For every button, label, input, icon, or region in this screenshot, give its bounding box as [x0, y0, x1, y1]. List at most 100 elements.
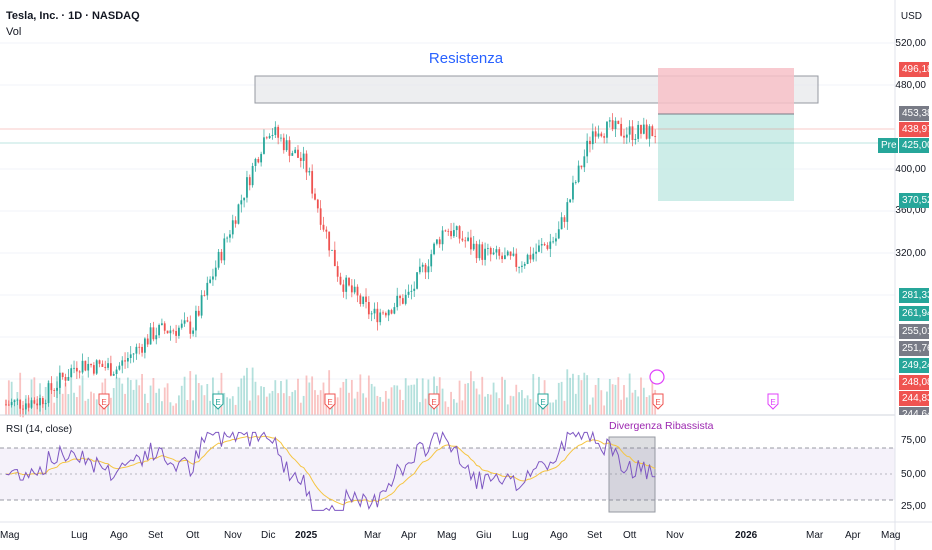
candle — [523, 261, 526, 269]
volume-bar — [529, 399, 532, 415]
volume-bar — [506, 404, 509, 415]
volume-bar — [288, 396, 291, 415]
candle — [203, 290, 206, 297]
candle — [5, 399, 7, 406]
volume-bar — [608, 378, 611, 415]
volume-bar — [515, 384, 518, 415]
candle — [376, 302, 379, 331]
volume-bar — [73, 392, 75, 415]
candle — [348, 277, 350, 287]
time-label-0: Mag — [0, 530, 20, 541]
volume-bar — [197, 383, 200, 415]
volume-bar — [606, 391, 608, 415]
lightning-icon — [649, 369, 665, 385]
volume-bar — [314, 390, 316, 415]
candle — [223, 233, 226, 265]
price-badge-244-83: 244,83 — [899, 391, 932, 406]
price-badge-stop: 496,18 — [899, 62, 932, 77]
volume-bar — [61, 393, 64, 415]
candle — [314, 188, 316, 201]
rsi-line — [5, 430, 656, 512]
candle — [591, 123, 594, 150]
candle — [107, 357, 109, 371]
candle — [416, 272, 418, 290]
candle — [214, 260, 217, 281]
volume-bar — [90, 391, 92, 415]
volume-bar — [297, 378, 299, 415]
candle — [41, 396, 44, 408]
candle — [640, 124, 642, 139]
candle — [475, 240, 478, 264]
candle — [580, 165, 583, 170]
volume-bar — [75, 397, 78, 415]
volume-bar — [158, 388, 160, 415]
volume-bar — [589, 404, 591, 415]
rsi-ma-line — [5, 435, 656, 506]
price-badge-last: 438,97 — [899, 122, 932, 137]
candle — [557, 221, 560, 240]
candle — [16, 398, 19, 406]
candle — [67, 368, 70, 381]
volume-bar — [362, 393, 365, 415]
candle — [498, 247, 501, 260]
volume-bar — [552, 402, 555, 415]
stop-zone[interactable] — [658, 68, 794, 114]
volume-bar — [370, 383, 373, 415]
candle — [645, 119, 648, 140]
volume-bar — [257, 395, 260, 415]
grid-lines — [0, 42, 895, 380]
volume-bar — [396, 385, 399, 415]
volume-bar — [246, 367, 248, 415]
target-zone[interactable] — [658, 114, 794, 201]
volume-bar — [532, 374, 535, 415]
candle — [64, 373, 67, 387]
candle — [7, 400, 10, 406]
candle — [586, 133, 589, 164]
candle — [56, 381, 58, 398]
volume-bar — [234, 404, 237, 415]
volume-bar — [175, 403, 177, 415]
candle — [81, 353, 84, 375]
volume-bar — [566, 369, 569, 415]
volume-bar — [418, 402, 421, 415]
candle — [617, 120, 620, 125]
candle — [118, 362, 121, 371]
price-tick-320: 320,00 — [895, 248, 926, 259]
candle — [322, 216, 325, 232]
candle — [186, 316, 189, 323]
volume-bar — [348, 392, 350, 415]
candle — [180, 319, 183, 330]
volume-bar — [305, 375, 308, 415]
candle — [555, 232, 557, 246]
time-label-5: Nov — [224, 530, 242, 541]
candle — [648, 124, 651, 147]
candle — [265, 136, 268, 140]
candle — [620, 117, 623, 137]
candle — [623, 129, 625, 144]
volume-bar — [138, 385, 141, 415]
candle — [189, 315, 192, 339]
volume-bar — [328, 370, 331, 415]
candle — [274, 121, 277, 138]
volume-bar — [299, 402, 302, 415]
candle — [566, 197, 569, 230]
candle — [606, 121, 608, 144]
volume-bar — [617, 377, 620, 415]
volume-bar — [229, 398, 231, 415]
candle — [444, 229, 447, 232]
volume-bar — [291, 391, 294, 415]
time-label-14: Set — [587, 530, 603, 541]
candle — [240, 194, 243, 213]
volume-bar — [141, 373, 143, 415]
volume-bar — [30, 379, 33, 415]
candle — [271, 128, 274, 140]
volume-bar — [481, 376, 484, 415]
candle — [506, 250, 509, 257]
volume-bar — [523, 398, 526, 415]
candle — [61, 372, 64, 380]
price-tick-400: 400,00 — [895, 164, 926, 175]
volume-bar — [365, 397, 367, 415]
candle — [515, 248, 518, 272]
